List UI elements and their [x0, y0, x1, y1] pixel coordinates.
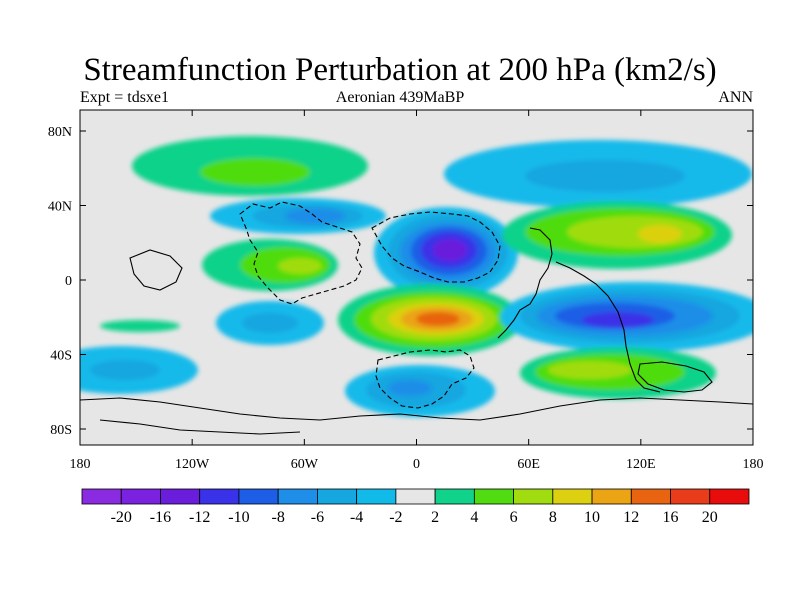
experiment-label: Expt = tdsxe1 — [80, 89, 170, 106]
colorbar-swatch — [356, 488, 397, 505]
colorbar-label: 8 — [549, 509, 557, 526]
south-continent-coast — [375, 349, 475, 409]
colorbar-label: -16 — [150, 509, 171, 526]
period-label: Aeronian 439MaBP — [335, 89, 465, 106]
colorbar-label: 6 — [510, 509, 518, 526]
australia-coast — [637, 361, 713, 393]
colorbar-label: 12 — [623, 509, 639, 526]
colorbar-swatch — [81, 488, 122, 505]
colorbar-swatch — [317, 488, 358, 505]
y-tick-label: 40N — [48, 200, 72, 215]
colorbar: -20 -16 -12 -10 -8 -6 -4 -2 2 4 6 8 10 12 16 20 — [81, 488, 750, 526]
y-tick-label: 80S — [50, 423, 72, 438]
y-tick-label: 40S — [50, 349, 72, 364]
x-tick-label: 120W — [175, 457, 210, 472]
colorbar-label: 4 — [470, 509, 478, 526]
colorbar-label: 2 — [431, 509, 439, 526]
season-label: ANN — [718, 89, 753, 106]
y-tick-label: 0 — [65, 274, 72, 289]
x-tick-label: 120E — [626, 457, 656, 472]
colorbar-swatch — [552, 488, 593, 505]
positive-anomaly-north-atlantic — [132, 136, 368, 196]
colorbar-swatch — [473, 488, 514, 505]
northern-continent-coast — [371, 211, 501, 283]
x-tick-label: 60E — [517, 457, 540, 472]
colorbar-swatch — [199, 488, 240, 505]
asia-coast — [555, 261, 661, 393]
positive-anomaly-west-pacific — [100, 320, 180, 332]
contour-fields — [80, 136, 753, 417]
negative-anomaly-south-indian — [500, 282, 753, 352]
colorbar-label: -20 — [111, 509, 132, 526]
south-west-coast — [99, 419, 301, 435]
negative-anomaly-north-pacific — [444, 140, 752, 208]
y-tick-label: 80N — [48, 125, 72, 140]
negative-anomaly-south-pacific — [80, 301, 324, 394]
colorbar-swatch — [670, 488, 711, 505]
positive-anomaly-central-america — [202, 239, 338, 291]
colorbar-swatch — [238, 488, 279, 505]
colorbar-swatch — [591, 488, 632, 505]
colorbar-swatch — [709, 488, 750, 505]
colorbar-swatch — [513, 488, 554, 505]
colorbar-swatch — [630, 488, 671, 505]
colorbar-swatch — [277, 488, 318, 505]
colorbar-swatch — [160, 488, 201, 505]
colorbar-swatch — [434, 488, 475, 505]
positive-anomaly-asia — [502, 201, 732, 269]
coastlines — [80, 201, 753, 435]
map-axes: 180 120W 60W 0 60E 120E 180 80N 40N 0 40S 80S — [48, 110, 764, 472]
eastern-continent-coast — [497, 227, 553, 339]
western-continent-coast — [239, 201, 363, 305]
colorbar-swatch — [395, 488, 436, 505]
colorbar-label: -2 — [389, 509, 402, 526]
western-island-coast — [129, 249, 183, 291]
colorbar-swatch — [120, 488, 161, 505]
colorbar-label: -12 — [189, 509, 210, 526]
negative-anomaly-southern-ocean — [345, 365, 495, 417]
colorbar-label: -10 — [228, 509, 249, 526]
x-tick-label: 180 — [743, 457, 764, 472]
colorbar-label: 20 — [702, 509, 718, 526]
colorbar-label: -8 — [272, 509, 285, 526]
colorbar-label: -4 — [350, 509, 363, 526]
plot-title: Streamfunction Perturbation at 200 hPa (… — [83, 52, 717, 88]
colorbar-label: 16 — [663, 509, 679, 526]
colorbar-label: -6 — [311, 509, 324, 526]
x-tick-label: 180 — [70, 457, 91, 472]
x-tick-label: 0 — [413, 457, 420, 472]
x-tick-label: 60W — [291, 457, 319, 472]
negative-anomaly-north-america — [210, 198, 386, 234]
antarctic-coast — [80, 397, 753, 421]
positive-anomaly-south-atlantic — [338, 284, 522, 356]
colorbar-label: 10 — [584, 509, 600, 526]
